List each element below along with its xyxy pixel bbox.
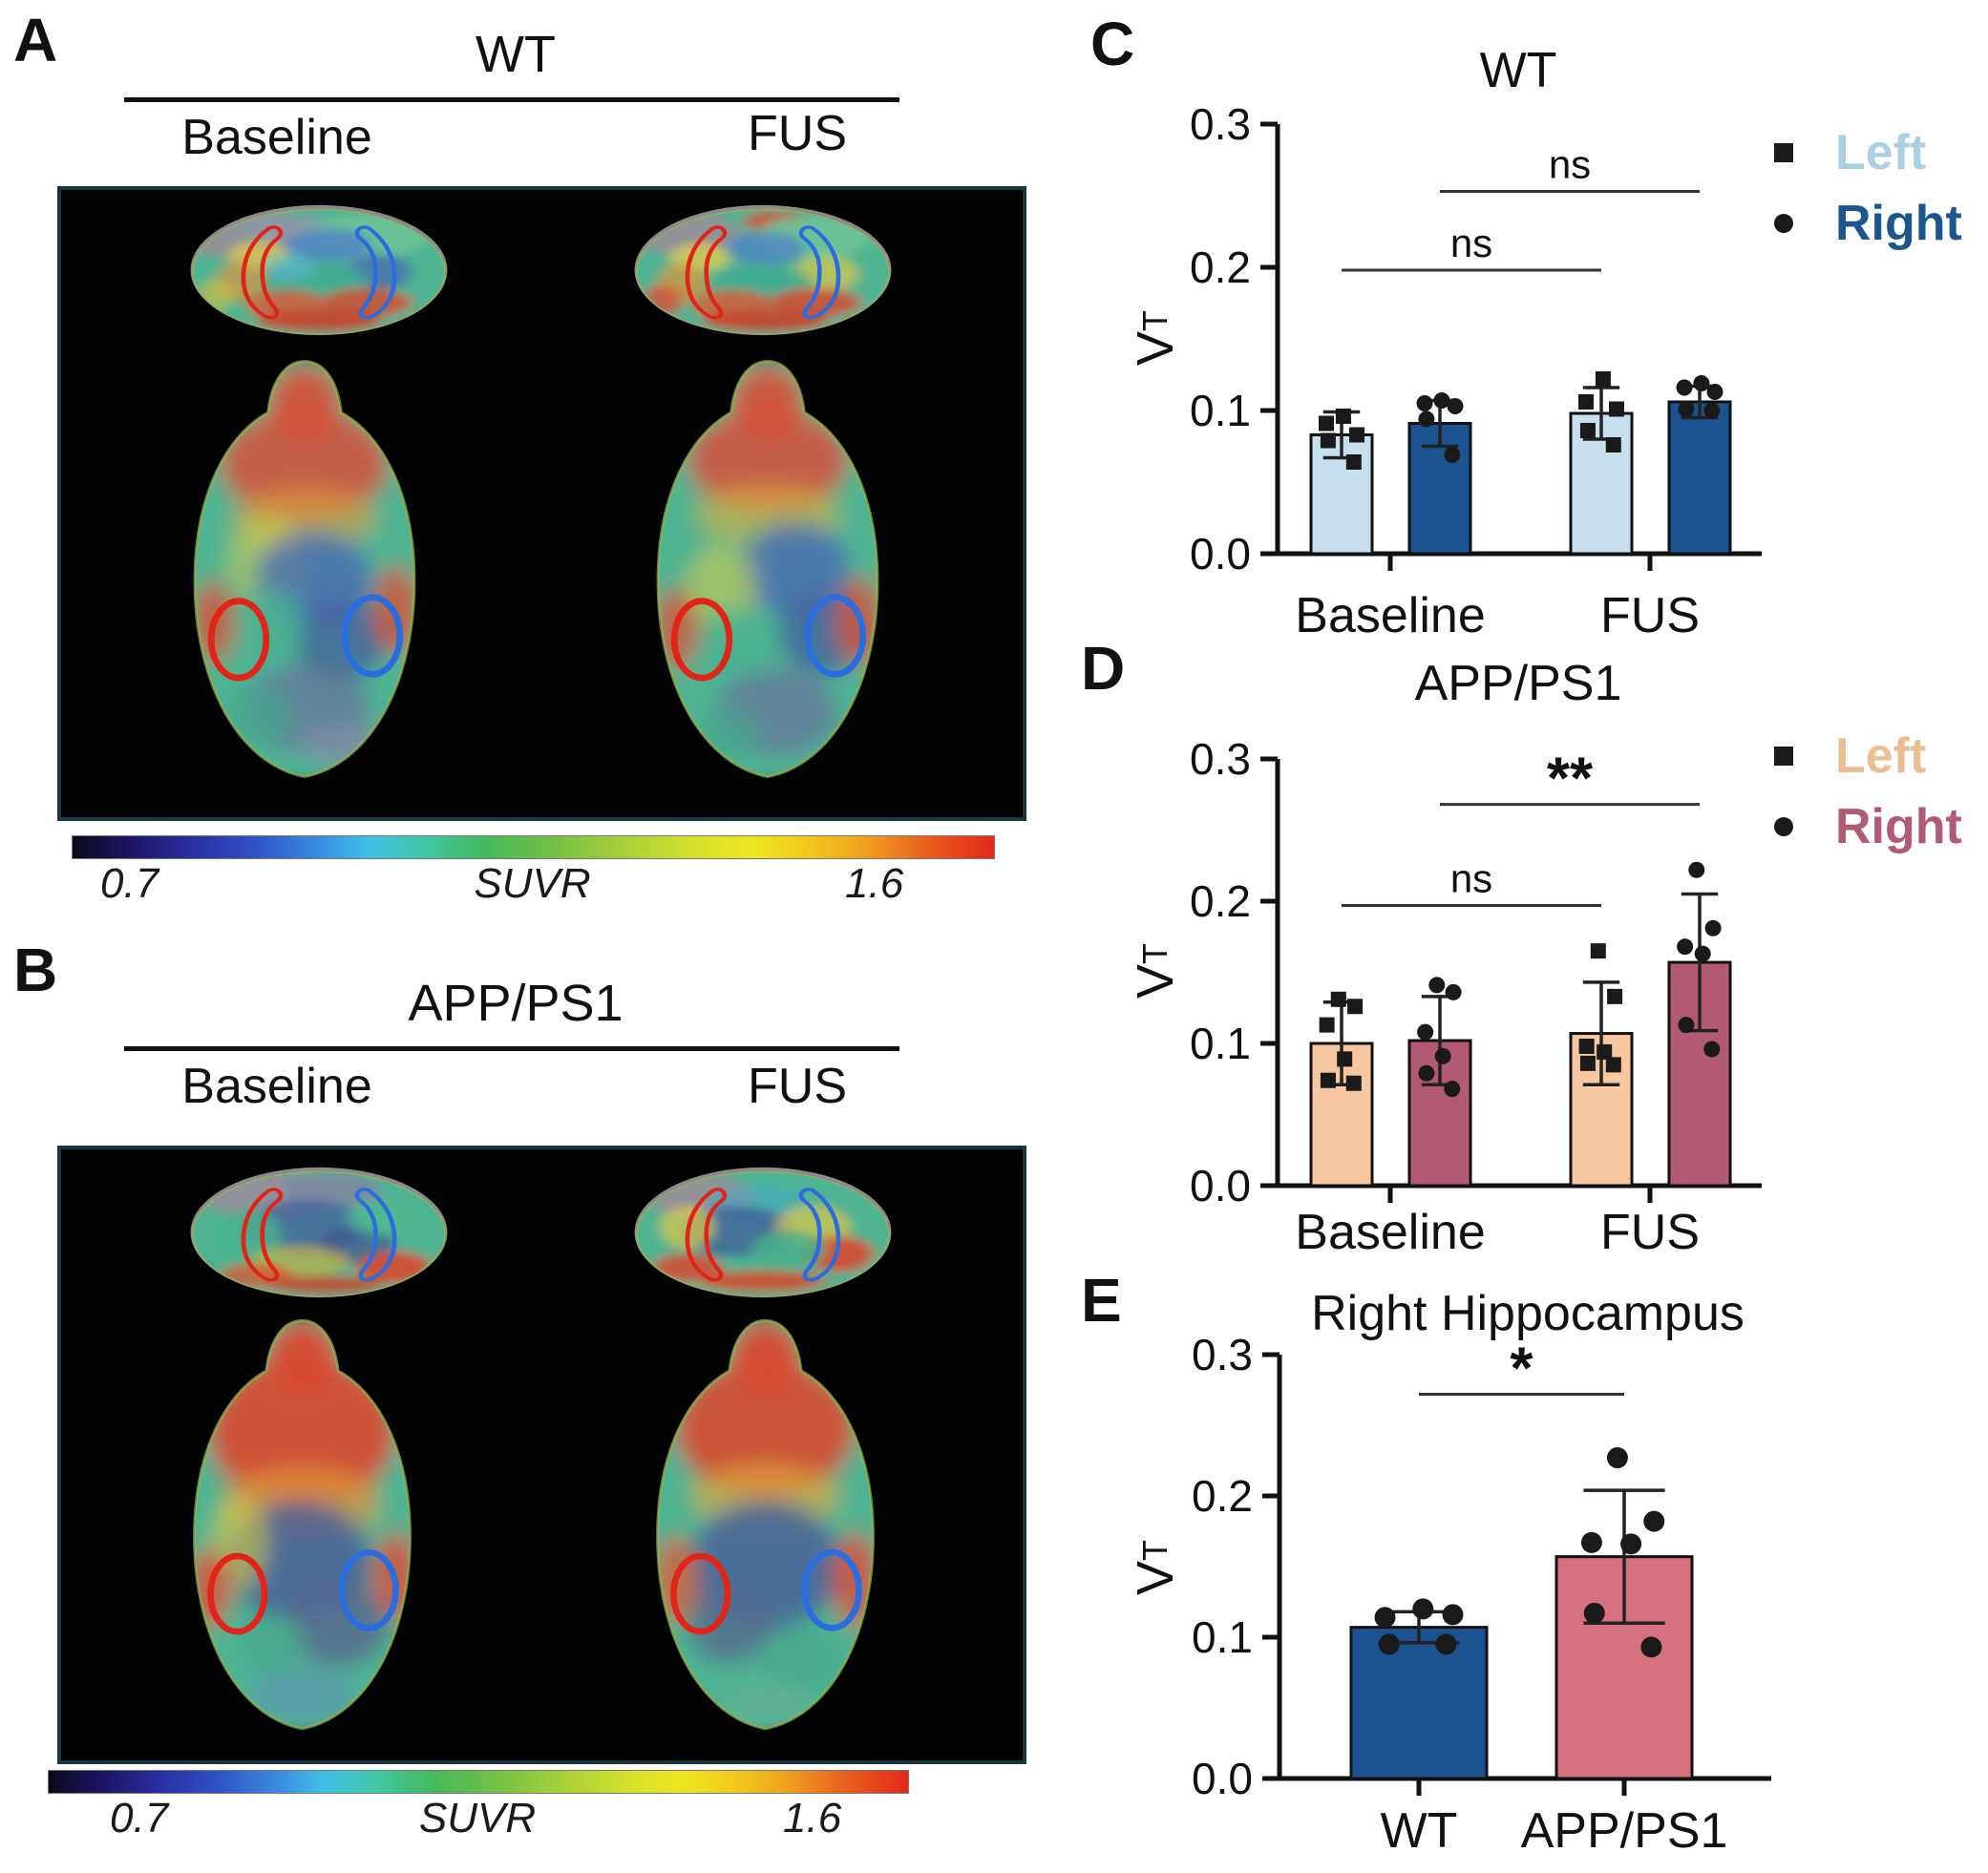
bars <box>1349 1488 1694 1780</box>
legend-d-right-label: Right <box>1835 799 1962 854</box>
panel-e-chart-title: Right Hippocampus <box>1311 1286 1745 1341</box>
legend-d-left-row: Left <box>1774 728 1962 784</box>
pet-app-fus-axial-image <box>656 1318 875 1731</box>
panel-d-chart-title: APP/PS1 <box>1414 656 1622 711</box>
panel-d-letter: D <box>1081 634 1126 703</box>
panel-b-letter: B <box>13 936 58 1004</box>
panel-a-header-rule <box>124 97 899 102</box>
left-square-marker-icon <box>1774 143 1793 162</box>
svg-text:0.1: 0.1 <box>1190 386 1251 435</box>
data-points <box>1374 1447 1665 1658</box>
significance-annotations: ns ** <box>1342 747 1700 907</box>
svg-text:ns: ns <box>1450 855 1492 900</box>
legend-d-right-row: Right <box>1774 799 1962 854</box>
svg-text:0.3: 0.3 <box>1190 734 1251 784</box>
panel-a-title: WT <box>476 26 556 83</box>
left-square-marker-icon <box>1774 747 1793 766</box>
suvr-colorbar-a <box>72 835 995 859</box>
legend-c: Left Right <box>1774 125 1962 271</box>
panel-a-pet-image-box <box>57 186 1026 821</box>
svg-text:APP/PS1: APP/PS1 <box>1521 1803 1728 1859</box>
legend-c-right-label: Right <box>1835 196 1962 251</box>
svg-text:**: ** <box>1547 747 1594 812</box>
significance-annotations: * <box>1419 1336 1624 1401</box>
colorbar-a-min-label: 0.7 <box>100 860 159 907</box>
legend-c-left-row: Left <box>1774 125 1962 180</box>
svg-text:0.2: 0.2 <box>1190 242 1251 292</box>
panel-c-chart-title: WT <box>1479 43 1557 98</box>
pet-app-fus-coronal-image <box>634 1167 892 1298</box>
legend-d-left-label: Left <box>1835 728 1927 784</box>
panel-c-letter: C <box>1090 10 1135 78</box>
svg-text:0.1: 0.1 <box>1190 1019 1251 1068</box>
panel-e-letter: E <box>1081 1266 1122 1335</box>
panel-a-letter: A <box>13 6 58 74</box>
data-points <box>1319 861 1722 1098</box>
svg-text:0.0: 0.0 <box>1190 529 1251 579</box>
legend-c-left-label: Left <box>1835 125 1927 180</box>
svg-text:0.3: 0.3 <box>1192 1330 1253 1379</box>
data-points <box>1319 371 1724 470</box>
svg-text:WT: WT <box>1381 1803 1458 1859</box>
axes: 0.0 0.1 0.2 0.3 Baseline FUS <box>1190 99 1762 643</box>
app-ps1-bar-chart: 0.0 0.1 0.2 0.3 Baseline FUS ns ** <box>1190 734 1762 1260</box>
pet-app-baseline-axial-image <box>193 1318 412 1731</box>
bars <box>1309 892 1732 1188</box>
panel-b-header-rule <box>124 1046 899 1051</box>
svg-text:ns: ns <box>1450 221 1492 265</box>
panel-b-pet-image-box <box>57 1146 1026 1764</box>
bars <box>1309 384 1732 556</box>
panel-b-title: APP/PS1 <box>408 975 624 1032</box>
pet-wt-baseline-coronal-image <box>190 204 448 336</box>
svg-text:0.0: 0.0 <box>1192 1754 1253 1803</box>
svg-text:0.2: 0.2 <box>1192 1471 1253 1521</box>
pet-wt-fus-axial-image <box>656 360 879 779</box>
svg-text:*: * <box>1510 1336 1533 1401</box>
svg-text:0.3: 0.3 <box>1190 99 1251 149</box>
svg-text:0.0: 0.0 <box>1190 1161 1251 1210</box>
colorbar-b-min-label: 0.7 <box>110 1795 169 1841</box>
svg-text:FUS: FUS <box>1600 1205 1700 1260</box>
legend-c-right-row: Right <box>1774 196 1962 251</box>
legend-d: Left Right <box>1774 728 1962 874</box>
wt-bar-chart: 0.0 0.1 0.2 0.3 Baseline FUS ns ns <box>1190 99 1762 643</box>
panel-a-column-fus: FUS <box>748 106 847 161</box>
colorbar-a-max-label: 1.6 <box>845 860 904 907</box>
svg-text:FUS: FUS <box>1600 588 1700 643</box>
svg-text:0.2: 0.2 <box>1190 876 1251 926</box>
right-circle-marker-icon <box>1774 214 1793 233</box>
pet-app-baseline-coronal-image <box>190 1167 448 1298</box>
right-circle-marker-icon <box>1774 817 1793 836</box>
svg-text:Baseline: Baseline <box>1295 588 1485 643</box>
svg-text:0.1: 0.1 <box>1192 1612 1253 1662</box>
pet-wt-fus-coronal-image <box>634 204 892 336</box>
colorbar-b-title: SUVR <box>418 1795 537 1841</box>
svg-text:ns: ns <box>1549 142 1591 187</box>
colorbar-b-max-label: 1.6 <box>783 1795 842 1841</box>
significance-annotations: ns ns <box>1342 142 1700 272</box>
right-hippocampus-bar-chart: 0.0 0.1 0.2 0.3 WT APP/PS1 * <box>1192 1330 1771 1859</box>
svg-text:Baseline: Baseline <box>1295 1205 1485 1260</box>
suvr-colorbar-b <box>48 1770 909 1794</box>
colorbar-a-title: SUVR <box>474 860 591 907</box>
panel-b-column-fus: FUS <box>748 1059 847 1114</box>
pet-wt-baseline-axial-image <box>193 360 416 779</box>
panel-b-column-baseline: Baseline <box>181 1059 372 1114</box>
panel-a-column-baseline: Baseline <box>181 110 372 165</box>
